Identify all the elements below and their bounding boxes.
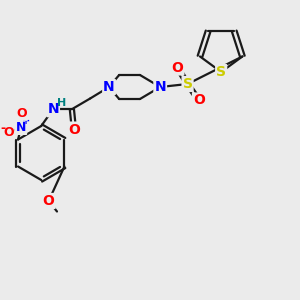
Text: N: N	[47, 102, 59, 116]
Text: N: N	[103, 80, 115, 94]
Text: -: -	[0, 122, 5, 136]
Text: O: O	[68, 123, 80, 136]
Text: H: H	[57, 98, 66, 108]
Text: +: +	[22, 116, 30, 127]
Text: S: S	[183, 77, 193, 91]
Text: O: O	[43, 194, 55, 208]
Text: N: N	[16, 121, 26, 134]
Text: N: N	[154, 80, 166, 94]
Text: S: S	[216, 65, 226, 79]
Text: O: O	[3, 126, 14, 139]
Text: O: O	[193, 94, 205, 107]
Text: O: O	[172, 61, 183, 74]
Text: O: O	[16, 107, 27, 120]
